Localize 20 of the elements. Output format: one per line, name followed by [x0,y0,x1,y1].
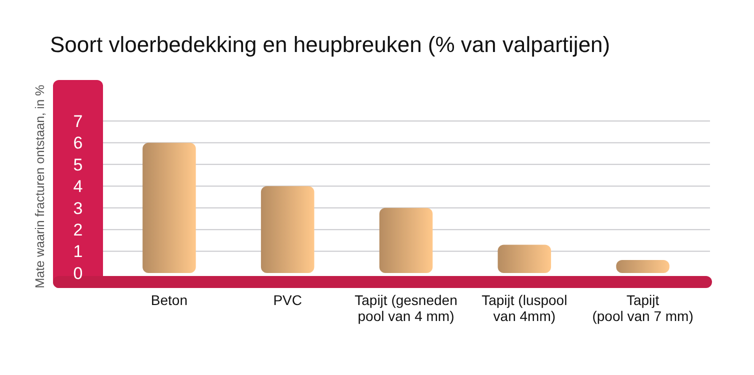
x-tick-label: Tapijt (luspool van 4mm) [482,292,568,324]
y-tick-label: 0 [73,264,83,283]
bar [616,260,670,273]
bar [142,142,196,273]
y-tick-label: 4 [73,177,83,196]
bar [260,186,314,273]
y-tick-label: 7 [73,112,83,131]
bar [498,244,552,273]
y-tick-label: 6 [73,134,83,153]
y-tick-label: 2 [73,220,83,240]
bar [379,208,433,273]
x-tick-label: Beton [150,292,188,308]
x-tick-label: Tapijt (gesneden pool van 4 mm) [354,292,458,324]
x-tick-label: Tapijt (pool van 7 mm) [592,292,694,324]
y-axis-title: Mate waarin fracturen ontstaan, in % [33,84,47,288]
y-tick-label: 3 [73,198,83,218]
x-tick-label: PVC [273,292,302,308]
y-tick-label: 5 [73,155,83,174]
y-tick-label: 1 [73,242,83,262]
chart-title: Soort vloerbedekking en heupbreuken (% van valpartijen) [50,32,610,57]
